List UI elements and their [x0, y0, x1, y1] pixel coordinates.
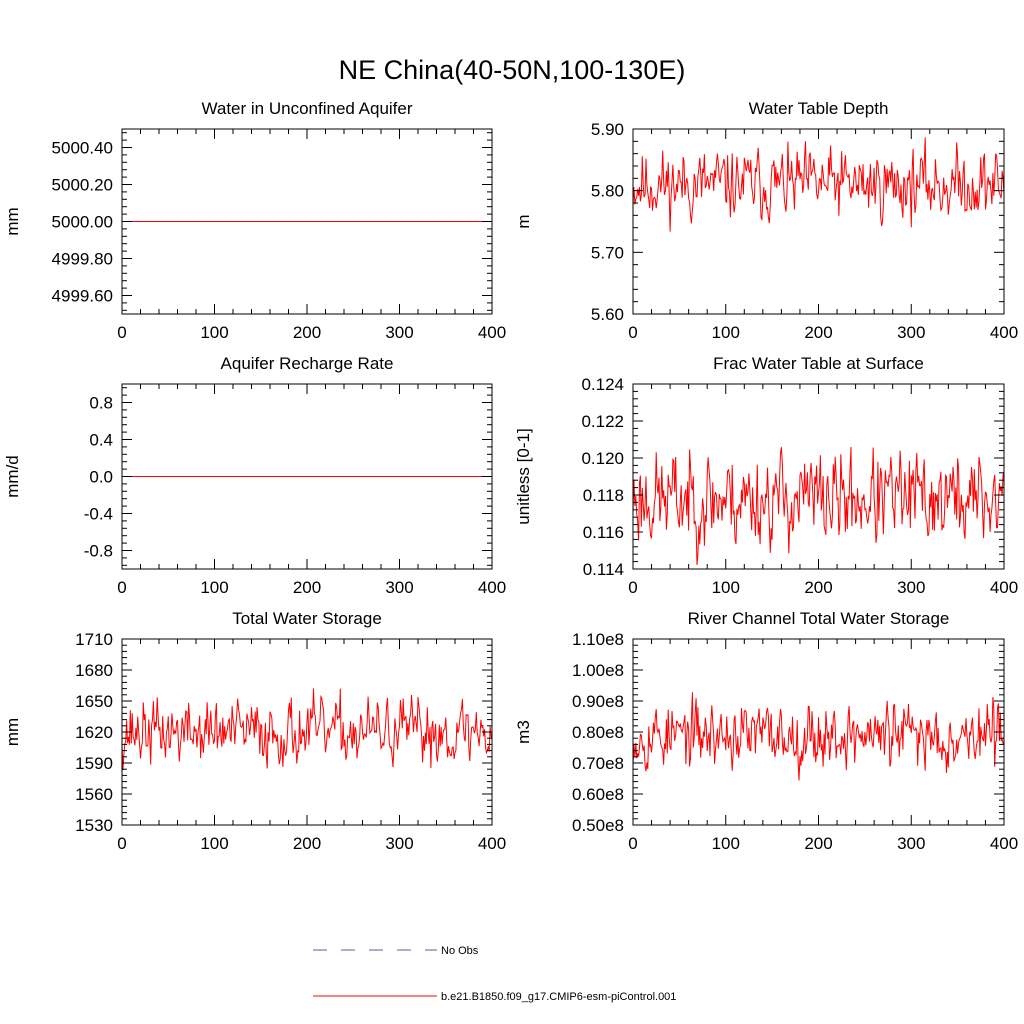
y-tick-label: 0.70e8 — [572, 754, 624, 773]
series-line — [632, 692, 1005, 781]
x-tick-label: 300 — [897, 323, 925, 342]
y-tick-label: -0.4 — [84, 505, 113, 524]
y-tick-label: 1650 — [75, 692, 113, 711]
y-tick-label: 4999.80 — [52, 250, 113, 269]
y-tick-label: 0.4 — [89, 431, 113, 450]
x-tick-label: 200 — [293, 323, 321, 342]
x-tick-label: 300 — [897, 578, 925, 597]
x-tick-label: 100 — [712, 323, 740, 342]
y-tick-label: 0.90e8 — [572, 692, 624, 711]
y-axis-label: unitless [0-1] — [514, 428, 533, 524]
panel-title: Aquifer Recharge Rate — [221, 354, 394, 373]
y-tick-label: -0.8 — [84, 542, 113, 561]
x-tick-label: 0 — [117, 323, 126, 342]
panel-title: Total Water Storage — [232, 609, 382, 628]
y-tick-label: 5.90 — [591, 120, 624, 139]
y-tick-label: 0.8 — [89, 394, 113, 413]
x-tick-label: 200 — [804, 834, 832, 853]
x-tick-label: 0 — [628, 578, 637, 597]
panel-1: Water in Unconfined Aquifer mm 0 100 200 300 4… — [3, 99, 506, 342]
y-tick-label: 1620 — [75, 723, 113, 742]
x-tick-label: 400 — [990, 578, 1018, 597]
legend-model-label: b.e21.B1850.f09_g17.CMIP6-esm-piControl.… — [441, 991, 676, 1003]
x-tick-label: 0 — [117, 578, 126, 597]
y-tick-label: 0.122 — [581, 412, 624, 431]
y-tick-label: 1.00e8 — [572, 661, 624, 680]
y-tick-label: 5000.00 — [52, 213, 113, 232]
x-tick-label: 100 — [200, 834, 228, 853]
panel-6: River Channel Total Water Storage m3 0 100 2… — [514, 609, 1018, 853]
x-tick-label: 200 — [804, 578, 832, 597]
panels-group: Water in Unconfined Aquifer mm 0 100 200 300 4… — [3, 99, 1018, 853]
y-tick-label: 1530 — [75, 816, 113, 835]
y-axis-label: m — [514, 214, 533, 228]
y-tick-label: 0.116 — [583, 523, 624, 542]
y-tick-label: 0.60e8 — [572, 785, 624, 804]
x-tick-label: 400 — [478, 834, 506, 853]
x-tick-label: 0 — [117, 834, 126, 853]
panel-title: Frac Water Table at Surface — [713, 354, 924, 373]
x-tick-label: 200 — [293, 834, 321, 853]
y-tick-label: 5.80 — [591, 182, 624, 201]
y-tick-label: 0.50e8 — [572, 816, 624, 835]
panel-5: Total Water Storage mm 0 100 200 300 400 1530 15… — [3, 609, 506, 853]
legend-obs-label: No Obs — [441, 945, 479, 957]
x-tick-label: 300 — [897, 834, 925, 853]
x-tick-label: 200 — [293, 578, 321, 597]
y-tick-label: 0.120 — [581, 449, 624, 468]
panel-title: Water Table Depth — [749, 99, 889, 118]
series-line — [632, 446, 1005, 565]
panel-title: Water in Unconfined Aquifer — [201, 99, 412, 118]
y-tick-label: 1560 — [75, 785, 113, 804]
x-tick-label: 0 — [628, 834, 637, 853]
x-tick-label: 300 — [385, 834, 413, 853]
y-axis-label: mm/d — [3, 455, 22, 498]
y-tick-label: 0.80e8 — [572, 723, 624, 742]
y-tick-label: 0.118 — [583, 486, 624, 505]
y-tick-label: 1.10e8 — [572, 630, 624, 649]
x-tick-label: 100 — [200, 323, 228, 342]
x-tick-label: 400 — [990, 834, 1018, 853]
series-line — [121, 688, 493, 771]
x-tick-label: 300 — [385, 323, 413, 342]
y-tick-label: 5000.40 — [52, 139, 113, 158]
x-tick-label: 100 — [200, 578, 228, 597]
y-tick-label: 5.70 — [591, 243, 624, 262]
y-tick-label: 0.124 — [581, 375, 624, 394]
x-tick-label: 400 — [478, 323, 506, 342]
x-tick-label: 100 — [712, 578, 740, 597]
legend: No Obs b.e21.B1850.f09_g17.CMIP6-esm-piC… — [313, 945, 676, 1003]
y-tick-label: 4999.60 — [52, 287, 113, 306]
y-tick-label: 5000.20 — [52, 176, 113, 195]
x-tick-label: 200 — [804, 323, 832, 342]
y-tick-label: 0.114 — [583, 560, 624, 579]
x-tick-label: 400 — [990, 323, 1018, 342]
x-tick-label: 100 — [712, 834, 740, 853]
y-tick-label: 1680 — [75, 661, 113, 680]
x-tick-label: 400 — [478, 578, 506, 597]
panel-title: River Channel Total Water Storage — [688, 609, 950, 628]
figure-title: NE China(40-50N,100-130E) — [339, 55, 686, 85]
series-line — [632, 137, 1005, 232]
y-axis-label: mm — [3, 207, 22, 235]
plot-frame — [632, 128, 1005, 315]
panel-2: Water Table Depth m 0 100 200 300 400 5.60 5.70 5… — [514, 99, 1018, 342]
panel-3: Aquifer Recharge Rate mm/d 0 100 200 300 400 -0… — [3, 354, 506, 597]
y-tick-label: 0.0 — [89, 468, 113, 487]
y-axis-label: m3 — [514, 720, 533, 744]
y-tick-label: 1590 — [75, 754, 113, 773]
x-tick-label: 300 — [385, 578, 413, 597]
plot-frame — [632, 383, 1005, 570]
x-tick-label: 0 — [628, 323, 637, 342]
y-tick-label: 5.60 — [591, 305, 624, 324]
y-axis-label: mm — [3, 718, 22, 746]
y-tick-label: 1710 — [75, 630, 113, 649]
panel-4: Frac Water Table at Surface unitless [0-1… — [514, 354, 1018, 597]
